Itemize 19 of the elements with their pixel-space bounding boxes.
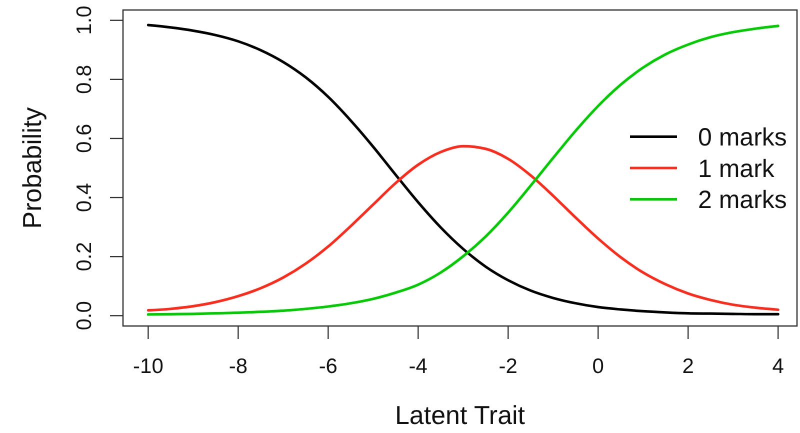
y-tick-label: 1.0 <box>73 6 96 35</box>
y-tick-label: 0.2 <box>73 242 96 272</box>
legend-label: 2 marks <box>698 186 787 214</box>
y-axis-title: Probability <box>17 107 47 229</box>
x-tick-label: -8 <box>228 355 248 378</box>
y-tick-label: 0.6 <box>73 124 96 154</box>
x-tick-label: -2 <box>498 355 518 378</box>
legend-label: 1 mark <box>698 154 775 183</box>
x-tick-label: 0 <box>592 355 604 378</box>
y-tick-label: 0.0 <box>73 301 96 330</box>
y-tick-label: 0.8 <box>73 64 96 94</box>
y-tick-label: 0.4 <box>73 182 96 212</box>
legend-label: 0 marks <box>698 123 787 152</box>
x-tick-label: 4 <box>772 355 784 378</box>
x-tick-label: -4 <box>408 355 428 378</box>
x-tick-label: 2 <box>682 355 694 378</box>
x-tick-label: -10 <box>133 355 164 378</box>
x-axis-title: Latent Trait <box>394 400 526 430</box>
x-tick-label: -6 <box>318 355 338 378</box>
